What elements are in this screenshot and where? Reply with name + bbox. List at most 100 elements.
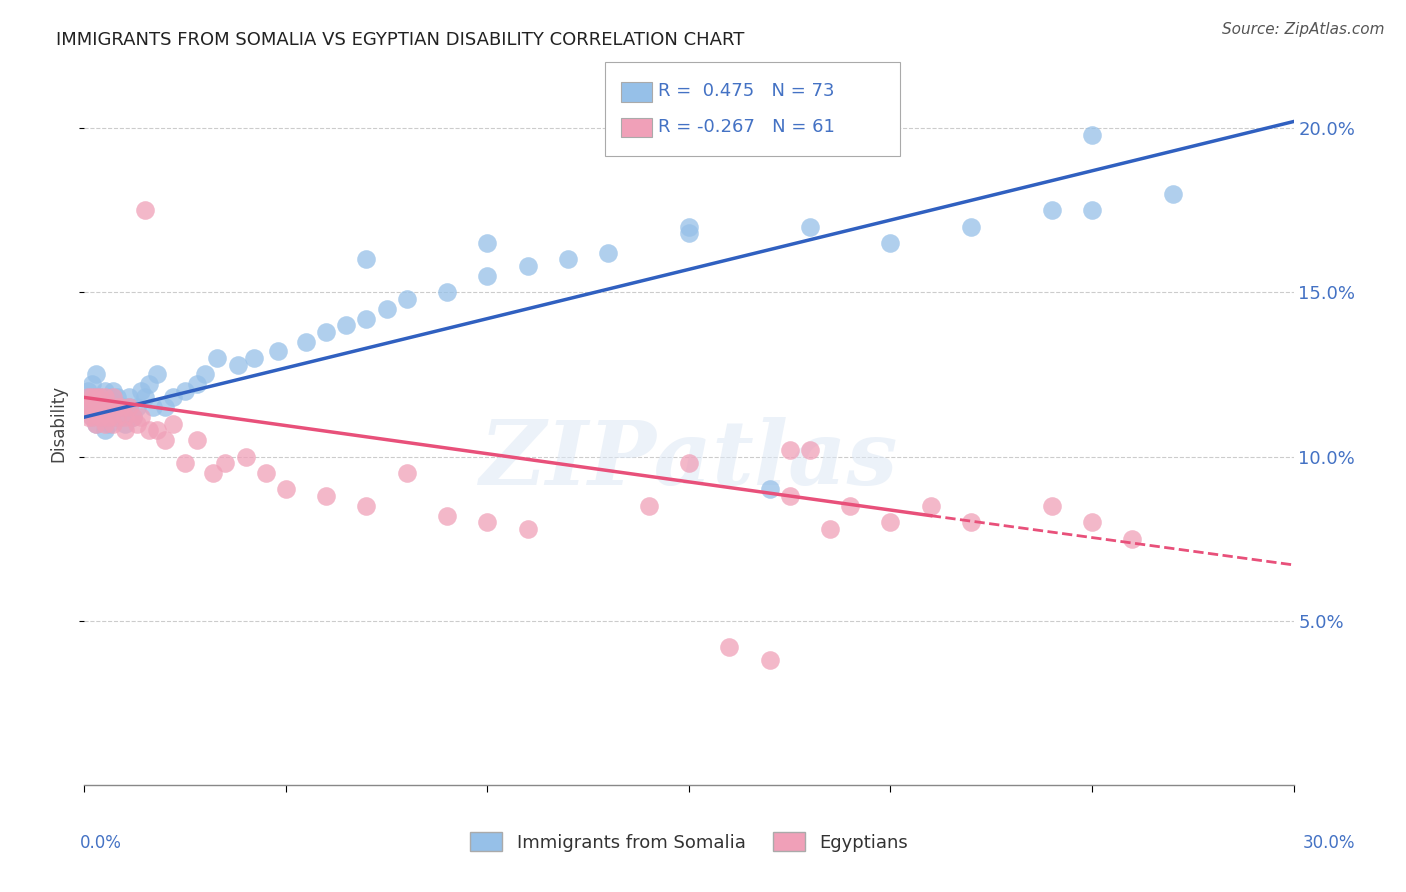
Point [186,433,208,447]
Point [110,401,132,415]
Point [202,466,225,480]
Point [110,410,132,425]
Point [89,401,111,415]
Text: 30.0%: 30.0% [1302,834,1355,852]
Point [1040,499,1063,513]
Point [77,384,100,398]
Point [93,391,115,405]
Point [153,401,176,415]
Point [134,391,156,405]
Legend: Immigrants from Somalia, Egyptians: Immigrants from Somalia, Egyptians [463,825,915,859]
Point [86,401,108,415]
Point [598,246,620,260]
Point [93,401,115,415]
Point [121,410,143,425]
Point [356,499,378,513]
Point [356,252,378,267]
Point [477,515,499,529]
Point [86,391,108,405]
Point [758,483,780,497]
Point [960,515,983,529]
Point [637,499,659,513]
Point [114,417,136,431]
Point [114,401,136,415]
Point [153,433,176,447]
Point [93,384,115,398]
Point [138,423,160,437]
Text: IMMIGRANTS FROM SOMALIA VS EGYPTIAN DISABILITY CORRELATION CHART: IMMIGRANTS FROM SOMALIA VS EGYPTIAN DISA… [56,31,745,49]
Point [97,401,120,415]
Point [114,423,136,437]
Point [101,401,124,415]
Point [779,489,801,503]
Point [86,417,108,431]
Point [879,235,901,250]
Point [356,311,378,326]
Point [678,219,700,234]
Point [82,410,104,425]
Point [97,391,120,405]
Point [758,653,780,667]
Point [335,318,357,333]
Point [82,410,104,425]
Y-axis label: Disability: Disability [49,385,67,462]
Text: Source: ZipAtlas.com: Source: ZipAtlas.com [1222,22,1385,37]
Point [101,384,124,398]
Text: ZIPatlas: ZIPatlas [481,417,897,503]
Point [879,137,901,152]
Point [477,235,499,250]
Point [146,368,169,382]
Point [186,377,208,392]
Point [315,489,337,503]
Point [557,252,579,267]
Point [839,499,862,513]
Point [174,384,197,398]
Point [86,368,108,382]
Point [82,391,104,405]
Point [101,417,124,431]
Point [226,358,249,372]
Text: R = -0.267   N = 61: R = -0.267 N = 61 [658,118,835,136]
Point [82,377,104,392]
Point [86,391,108,405]
Point [93,417,115,431]
Point [194,368,217,382]
Point [799,219,821,234]
Point [1040,203,1063,218]
Point [105,407,128,421]
Point [516,259,538,273]
Point [77,391,100,405]
Point [1081,128,1104,142]
Point [395,466,418,480]
Point [125,417,148,431]
Point [82,401,104,415]
Point [207,351,229,365]
Point [97,407,120,421]
Text: 0.0%: 0.0% [80,834,122,852]
Point [77,391,100,405]
Point [118,401,141,415]
Point [93,410,115,425]
Point [93,401,115,415]
Point [89,410,111,425]
Point [134,203,156,218]
Point [138,377,160,392]
Point [920,499,942,513]
Point [818,522,841,536]
Point [110,401,132,415]
Point [105,401,128,415]
Point [267,344,290,359]
Point [118,401,141,415]
Point [174,456,197,470]
Point [89,401,111,415]
Point [254,466,277,480]
Point [678,456,700,470]
Point [436,285,458,300]
Point [375,301,398,316]
Point [1161,186,1184,201]
Point [146,423,169,437]
Point [105,391,128,405]
Point [242,351,264,365]
Point [436,508,458,523]
Point [477,268,499,283]
